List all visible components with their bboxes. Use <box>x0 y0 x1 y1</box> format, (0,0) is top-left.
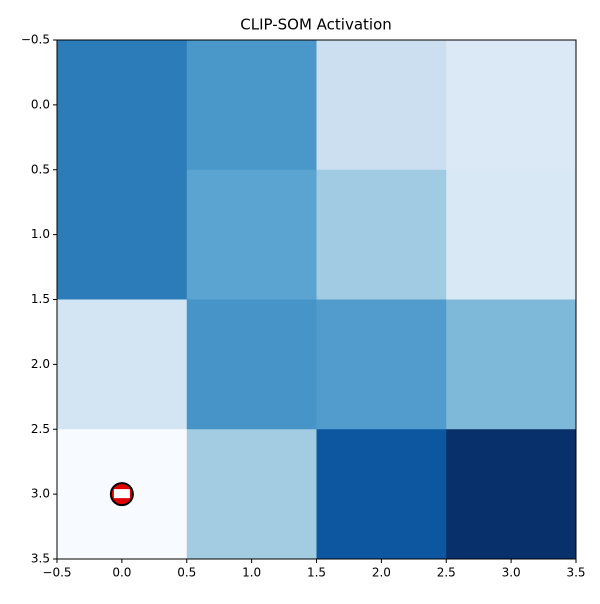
y-tick-label: 0.0 <box>31 97 50 111</box>
heatmap-cell <box>186 429 317 560</box>
heatmap-cell <box>316 299 447 430</box>
x-tick-label: 0.0 <box>112 566 131 580</box>
y-tick-label: 1.5 <box>31 292 50 306</box>
position-marker <box>109 482 134 507</box>
heatmap-cell <box>446 169 577 300</box>
heatmap-cell <box>57 299 188 430</box>
y-tick-label: 0.5 <box>31 162 50 176</box>
x-tick-label: 1.0 <box>242 566 261 580</box>
x-tick-label: 2.5 <box>437 566 456 580</box>
heatmap-cell <box>316 169 447 300</box>
y-tick-label: 3.5 <box>31 552 50 566</box>
x-tick-label: 3.0 <box>502 566 521 580</box>
x-tick-label: −0.5 <box>42 566 71 580</box>
heatmap-cell <box>186 169 317 300</box>
chart-title: CLIP-SOM Activation <box>240 16 392 34</box>
heatmap-cell <box>446 40 577 171</box>
x-tick-label: 2.0 <box>372 566 391 580</box>
y-tick-label: 1.0 <box>31 227 50 241</box>
heatmap-cell <box>446 429 577 560</box>
heatmap-cell <box>186 299 317 430</box>
heatmap-cell <box>316 40 447 171</box>
y-tick-label: −0.5 <box>21 33 50 47</box>
y-tick-label: 3.0 <box>31 487 50 501</box>
x-tick-label: 1.5 <box>307 566 326 580</box>
x-tick-label: 3.5 <box>566 566 585 580</box>
heatmap-cell <box>446 299 577 430</box>
heatmap-cell <box>316 429 447 560</box>
y-tick-label: 2.5 <box>31 422 50 436</box>
heatmap-cell <box>57 169 188 300</box>
x-tick-label: 0.5 <box>177 566 196 580</box>
heatmap-cell <box>186 40 317 171</box>
heatmap-cell <box>57 40 188 171</box>
y-tick-label: 2.0 <box>31 357 50 371</box>
marker-inner <box>113 489 130 499</box>
